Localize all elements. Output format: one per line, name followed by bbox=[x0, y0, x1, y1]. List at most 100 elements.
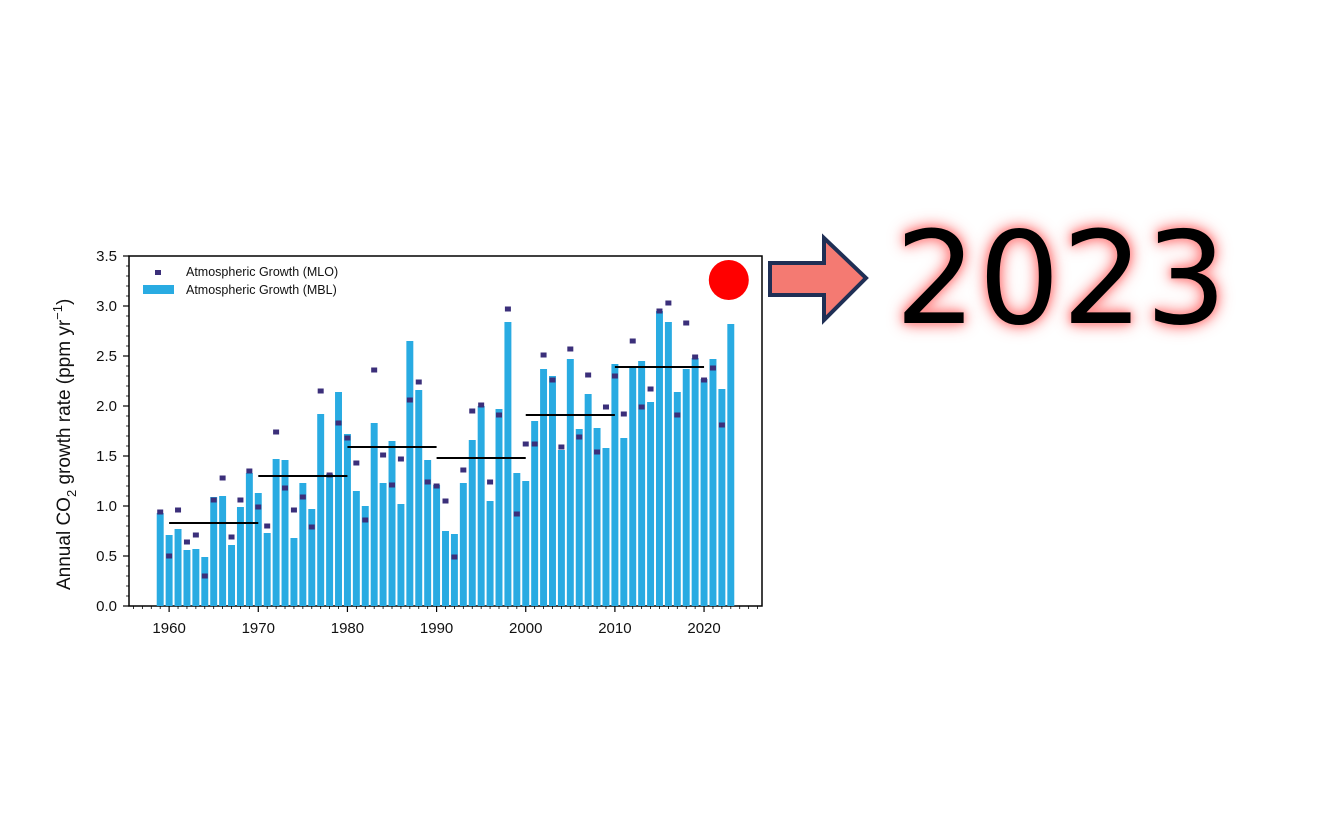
bar-1975 bbox=[299, 483, 307, 606]
bar-1974 bbox=[290, 538, 298, 606]
point-2008 bbox=[594, 449, 601, 455]
point-2004 bbox=[558, 444, 565, 450]
point-2002 bbox=[540, 352, 547, 358]
x-tick-label-2010: 2010 bbox=[598, 620, 631, 637]
legend-label-mlo: Atmospheric Growth (MLO) bbox=[186, 265, 338, 279]
point-2010 bbox=[611, 373, 618, 379]
bar-2011 bbox=[620, 438, 628, 606]
point-2017 bbox=[674, 412, 681, 418]
bar-1973 bbox=[281, 460, 289, 606]
point-1988 bbox=[415, 379, 422, 385]
bar-1959 bbox=[156, 513, 164, 606]
point-1979 bbox=[335, 420, 342, 426]
point-2014 bbox=[647, 386, 654, 392]
bar-1984 bbox=[379, 483, 387, 606]
arrow-right-icon bbox=[768, 233, 869, 325]
point-2015 bbox=[656, 308, 663, 314]
point-1962 bbox=[183, 539, 190, 545]
bar-2022 bbox=[718, 389, 726, 606]
point-1973 bbox=[282, 485, 289, 491]
point-2022 bbox=[718, 422, 725, 428]
point-1994 bbox=[469, 408, 476, 414]
point-1999 bbox=[513, 511, 520, 517]
point-1984 bbox=[380, 452, 387, 458]
point-2018 bbox=[683, 320, 690, 326]
point-1977 bbox=[317, 388, 324, 394]
bar-1995 bbox=[477, 406, 485, 606]
bar-1963 bbox=[192, 549, 200, 606]
axes-layer: 1960 1970 1980 1990 2000 2010 2020 0.0 0.5 1.0 1.5… bbox=[96, 248, 758, 637]
decade-means-layer bbox=[169, 366, 705, 524]
bar-1991 bbox=[442, 531, 449, 606]
point-1971 bbox=[264, 523, 271, 529]
bar-1967 bbox=[228, 545, 236, 606]
point-2003 bbox=[549, 377, 556, 383]
point-2001 bbox=[531, 441, 538, 447]
bar-2005 bbox=[566, 359, 574, 606]
bar-1996 bbox=[486, 501, 494, 606]
bar-1992 bbox=[450, 534, 458, 606]
point-1990 bbox=[433, 483, 440, 489]
y-tick-label-1: 1.0 bbox=[96, 498, 117, 515]
highlight-marker-dot bbox=[708, 260, 749, 300]
bar-2015 bbox=[655, 311, 663, 606]
bar-1969 bbox=[245, 473, 253, 606]
point-1975 bbox=[299, 494, 306, 500]
bar-1998 bbox=[504, 322, 512, 606]
bar-2021 bbox=[709, 359, 717, 606]
bar-2016 bbox=[664, 322, 672, 606]
bar-1962 bbox=[183, 550, 191, 606]
y-tick-label-0: 0.0 bbox=[96, 598, 117, 615]
point-1982 bbox=[362, 517, 369, 523]
legend-swatch-mbl bbox=[143, 285, 174, 294]
point-1998 bbox=[504, 306, 511, 312]
bar-2001 bbox=[531, 421, 539, 606]
point-1959 bbox=[157, 509, 164, 515]
y-tick-label-2.5: 2.5 bbox=[96, 348, 117, 365]
bar-1983 bbox=[370, 423, 378, 606]
bar-1960 bbox=[165, 535, 173, 606]
bar-2007 bbox=[584, 394, 592, 606]
point-1985 bbox=[389, 482, 396, 488]
bar-1976 bbox=[308, 509, 316, 606]
bar-1987 bbox=[406, 341, 414, 606]
x-tick-label-1980: 1980 bbox=[331, 620, 364, 637]
bar-1964 bbox=[201, 557, 209, 606]
bar-1989 bbox=[424, 460, 432, 606]
bar-2014 bbox=[647, 402, 655, 606]
x-tick-label-1990: 1990 bbox=[420, 620, 453, 637]
point-2012 bbox=[629, 338, 636, 344]
bar-2023 bbox=[727, 324, 735, 606]
point-2000 bbox=[522, 441, 529, 447]
point-2005 bbox=[567, 346, 574, 352]
bar-2012 bbox=[629, 366, 637, 606]
point-1992 bbox=[451, 554, 458, 560]
legend: Atmospheric Growth (MLO) Atmospheric Gro… bbox=[143, 265, 338, 297]
point-2020 bbox=[701, 377, 708, 383]
bar-2019 bbox=[691, 358, 699, 606]
bar-1981 bbox=[352, 491, 360, 606]
bar-2017 bbox=[673, 392, 681, 606]
point-2016 bbox=[665, 300, 672, 306]
point-1974 bbox=[290, 507, 297, 513]
bar-1972 bbox=[272, 459, 280, 606]
bar-1965 bbox=[210, 497, 218, 606]
legend-swatch-mlo bbox=[155, 270, 161, 275]
point-1969 bbox=[246, 468, 253, 474]
y-tick-label-3: 3.0 bbox=[96, 298, 117, 315]
point-1972 bbox=[273, 429, 280, 435]
bar-1966 bbox=[219, 496, 227, 606]
point-1968 bbox=[237, 497, 244, 503]
bar-1979 bbox=[335, 392, 342, 606]
point-1991 bbox=[442, 498, 449, 504]
bar-2013 bbox=[638, 361, 646, 606]
bar-2018 bbox=[682, 369, 690, 606]
bar-1970 bbox=[254, 493, 262, 606]
bar-1971 bbox=[263, 533, 271, 606]
bar-1980 bbox=[343, 434, 351, 606]
x-tick-label-1970: 1970 bbox=[242, 620, 275, 637]
y-tick-label-3.5: 3.5 bbox=[96, 248, 117, 265]
point-1989 bbox=[424, 479, 431, 485]
bar-1994 bbox=[468, 440, 476, 606]
